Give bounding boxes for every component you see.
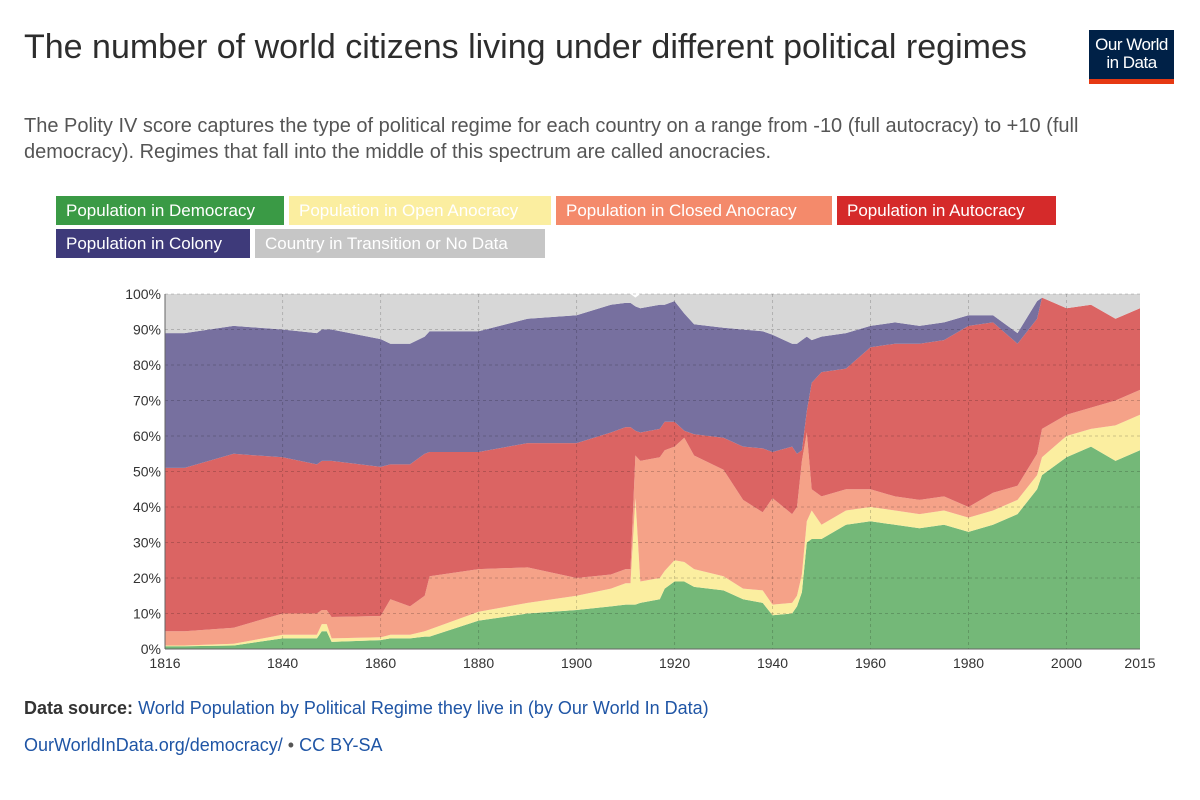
data-source-label: Data source: bbox=[24, 698, 134, 718]
y-tick-label: 30% bbox=[133, 535, 161, 551]
y-tick-label: 50% bbox=[133, 464, 161, 480]
footer-line: OurWorldInData.org/democracy/ • CC BY-SA bbox=[24, 733, 382, 757]
chart-title: The number of world citizens living unde… bbox=[24, 28, 1027, 66]
y-tick-label: 10% bbox=[133, 606, 161, 622]
data-source: Data source: World Population by Politic… bbox=[24, 696, 709, 720]
footer-license-link[interactable]: CC BY-SA bbox=[299, 735, 383, 755]
area-series-4 bbox=[165, 297, 1140, 468]
x-tick-label: 2000 bbox=[1051, 655, 1082, 671]
legend-item-open-anocracy[interactable]: Population in Open Anocracy bbox=[289, 196, 551, 225]
y-tick-label: 20% bbox=[133, 570, 161, 586]
y-tick-label: 70% bbox=[133, 393, 161, 409]
x-tick-label: 1816 bbox=[149, 655, 180, 671]
y-tick-label: 90% bbox=[133, 322, 161, 338]
logo-line-2: in Data bbox=[1106, 53, 1157, 72]
x-tick-label: 1900 bbox=[561, 655, 592, 671]
x-tick-label: 2015 bbox=[1124, 655, 1155, 671]
area-series-0 bbox=[165, 446, 1140, 649]
x-tick-label: 1920 bbox=[659, 655, 690, 671]
area-series-3 bbox=[165, 297, 1140, 632]
legend-item-closed-anocracy[interactable]: Population in Closed Anocracy bbox=[556, 196, 832, 225]
x-tick-label: 1880 bbox=[463, 655, 494, 671]
area-series-5 bbox=[165, 294, 1140, 344]
y-tick-label: 40% bbox=[133, 499, 161, 515]
logo-line-1: Our World bbox=[1095, 35, 1168, 54]
legend-item-democracy[interactable]: Population in Democracy bbox=[56, 196, 284, 225]
x-tick-label: 1980 bbox=[953, 655, 984, 671]
y-tick-label: 0% bbox=[141, 641, 161, 657]
x-tick-label: 1960 bbox=[855, 655, 886, 671]
data-source-link[interactable]: World Population by Political Regime the… bbox=[138, 698, 709, 718]
legend-item-autocracy[interactable]: Population in Autocracy bbox=[837, 196, 1056, 225]
y-tick-label: 60% bbox=[133, 428, 161, 444]
chart-subtitle: The Polity IV score captures the type of… bbox=[24, 115, 1079, 163]
y-tick-label: 100% bbox=[125, 286, 161, 302]
x-tick-label: 1860 bbox=[365, 655, 396, 671]
area-series-1 bbox=[165, 414, 1140, 647]
legend-item-no-data[interactable]: Country in Transition or No Data bbox=[255, 229, 545, 258]
legend-item-colony[interactable]: Population in Colony bbox=[56, 229, 250, 258]
footer-url-link[interactable]: OurWorldInData.org/democracy/ bbox=[24, 735, 283, 755]
logo-accent-bar bbox=[1089, 79, 1174, 84]
x-tick-label: 1940 bbox=[757, 655, 788, 671]
x-tick-label: 1840 bbox=[267, 655, 298, 671]
y-tick-label: 80% bbox=[133, 357, 161, 373]
footer-separator: • bbox=[282, 735, 300, 755]
owid-logo[interactable]: Our World in Data bbox=[1089, 30, 1174, 84]
area-series-2 bbox=[165, 389, 1140, 646]
